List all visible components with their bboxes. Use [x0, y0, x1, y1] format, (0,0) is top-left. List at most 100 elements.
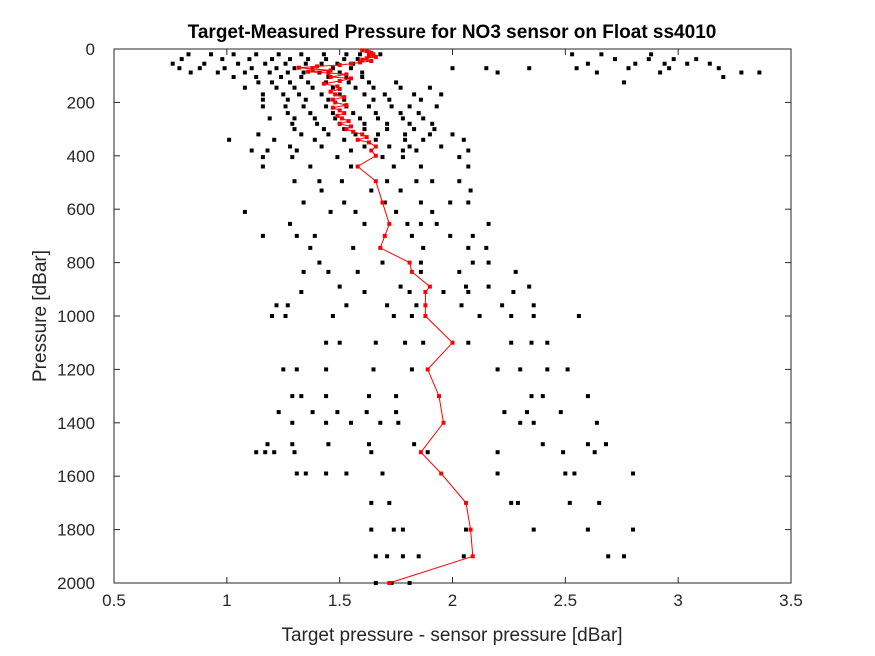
scatter-point — [367, 80, 371, 85]
mean-line-marker — [297, 65, 301, 70]
x-tick-label: 1 — [222, 591, 231, 610]
x-tick-label: 3 — [673, 591, 682, 610]
mean-line-marker — [418, 450, 423, 455]
scatter-point — [326, 269, 331, 274]
scatter-point — [484, 66, 489, 71]
scatter-point — [263, 61, 268, 66]
scatter-point — [430, 179, 435, 184]
scatter-point — [362, 127, 367, 132]
scatter-point — [513, 269, 518, 274]
scatter-point — [335, 410, 340, 415]
scatter-point — [351, 245, 356, 250]
scatter-point — [294, 233, 299, 238]
scatter-point — [418, 97, 423, 102]
y-tick-label: 200 — [67, 93, 95, 112]
scatter-point — [409, 233, 414, 238]
y-tick-label: 1200 — [57, 360, 95, 379]
scatter-point — [288, 80, 292, 85]
scatter-point — [349, 420, 353, 425]
scatter-point — [353, 85, 358, 90]
scatter-point — [545, 367, 550, 372]
scatter-point — [342, 57, 347, 62]
scatter-point — [315, 121, 320, 126]
scatter-point — [694, 57, 699, 62]
y-tick-label: 1600 — [57, 467, 95, 486]
mean-line-marker — [333, 100, 338, 105]
scatter-point — [572, 471, 577, 476]
scatter-point — [448, 233, 453, 238]
scatter-point — [385, 179, 390, 184]
scatter-point — [319, 61, 324, 66]
scatter-point — [301, 200, 306, 205]
scatter-point — [285, 111, 290, 116]
scatter-point — [373, 137, 378, 142]
scatter-point — [319, 144, 324, 149]
scatter-point — [301, 269, 306, 274]
scatter-point — [303, 97, 308, 102]
scatter-point — [324, 420, 329, 425]
mean-line-marker — [373, 153, 378, 158]
scatter-point — [418, 221, 423, 226]
scatter-point — [362, 144, 367, 149]
scatter-point — [371, 367, 376, 372]
scatter-point — [430, 121, 435, 126]
scatter-point — [378, 52, 383, 57]
scatter-point — [344, 75, 349, 79]
scatter-point — [613, 57, 617, 62]
scatter-point — [267, 70, 272, 75]
scatter-point — [274, 66, 279, 71]
scatter-point — [412, 92, 417, 97]
scatter-point — [592, 450, 597, 455]
scatter-point — [594, 70, 599, 75]
scatter-point — [254, 52, 259, 57]
scatter-point — [570, 52, 575, 57]
scatter-point — [398, 188, 403, 193]
scatter-point — [434, 104, 439, 109]
scatter-point — [380, 155, 385, 160]
scatter-point — [721, 75, 726, 79]
mean-line-marker — [367, 53, 371, 58]
scatter-point — [355, 269, 360, 274]
scatter-point — [288, 144, 292, 149]
scatter-point — [260, 104, 265, 109]
x-tick-label: 2 — [448, 591, 457, 610]
mean-line-marker — [464, 500, 468, 505]
chart-title: Target-Measured Pressure for NO3 sensor … — [188, 22, 717, 43]
scatter-point — [330, 314, 335, 318]
scatter-point — [188, 70, 193, 75]
scatter-point — [290, 155, 295, 160]
scatter-point — [337, 70, 342, 75]
mean-line-marker — [369, 148, 374, 153]
scatter-point — [270, 57, 274, 62]
scatter-point — [380, 471, 385, 476]
scatter-point — [335, 155, 340, 160]
scatter-point — [432, 127, 437, 132]
scatter-point — [263, 450, 268, 455]
scatter-point — [342, 127, 347, 132]
y-tick-label: 1800 — [57, 521, 95, 540]
scatter-point — [186, 52, 191, 57]
scatter-point — [500, 303, 505, 308]
scatter-point — [344, 52, 349, 57]
scatter-point — [470, 260, 475, 265]
scatter-point — [260, 233, 265, 238]
scatter-point — [285, 303, 290, 308]
scatter-point — [466, 200, 471, 205]
scatter-point — [308, 111, 313, 116]
scatter-point — [310, 85, 315, 90]
scatter-point — [276, 410, 281, 415]
mean-line-marker — [450, 340, 455, 345]
y-tick-label: 1000 — [57, 307, 95, 326]
scatter-point — [312, 116, 317, 121]
scatter-point — [310, 410, 315, 415]
scatter-point — [464, 284, 468, 289]
mean-line-marker — [306, 69, 311, 74]
scatter-point — [540, 442, 545, 447]
scatter-point — [466, 340, 471, 345]
scatter-point — [416, 111, 421, 116]
scatter-point — [215, 70, 220, 75]
scatter-point — [403, 340, 408, 345]
scatter-point — [484, 245, 489, 250]
scatter-point — [646, 57, 651, 62]
scatter-point — [585, 61, 590, 66]
